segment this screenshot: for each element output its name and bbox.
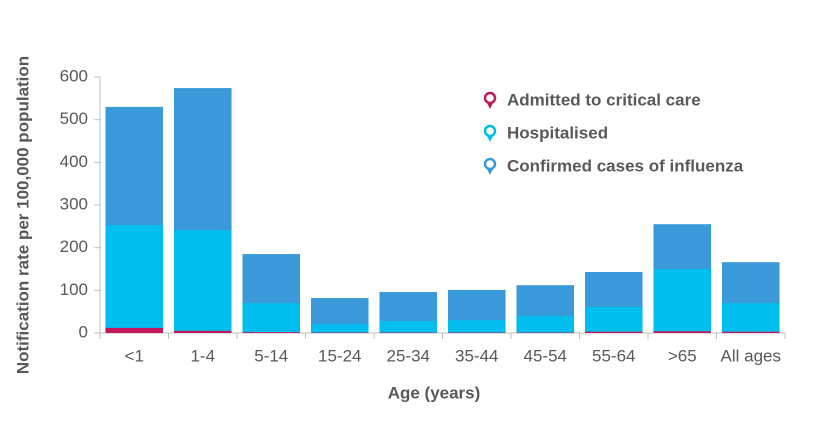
legend-marker [483,124,497,138]
bar [105,327,164,333]
bar [721,303,780,333]
x-tick-label: 35-44 [455,346,498,365]
y-tick-label: 200 [60,237,88,256]
x-tick-label: All ages [721,346,781,365]
bar [584,306,643,333]
legend-marker [483,91,497,105]
x-tick-label: 15-24 [318,346,361,365]
x-tick-label: 25-34 [387,346,430,365]
bar [310,324,369,333]
bar [447,320,506,333]
y-tick-label: 600 [60,66,88,85]
legend-label: Hospitalised [507,123,608,142]
y-tick-label: 0 [79,322,88,341]
bar [105,225,164,333]
legend-marker [483,157,497,171]
bar [173,230,232,333]
legend-label: Confirmed cases of influenza [507,156,744,175]
x-tick-label: >65 [668,346,697,365]
y-tick-label: 300 [60,194,88,213]
bar [653,331,712,333]
y-axis-title: Notification rate per 100,000 population [13,56,32,374]
x-tick-label: 5-14 [254,346,288,365]
bar [242,332,301,333]
x-tick-label: 55-64 [592,346,635,365]
bar [721,331,780,333]
legend-label: Admitted to critical care [507,90,701,109]
bar [516,315,575,333]
y-tick-label: 500 [60,109,88,128]
bar [242,303,301,333]
y-tick-label: 100 [60,280,88,299]
bar [379,321,438,333]
y-tick-label: 400 [60,152,88,171]
x-tick-label: 45-54 [524,346,567,365]
bar [173,330,232,333]
x-tick-label: <1 [125,346,144,365]
bar [584,331,643,333]
x-axis-title: Age (years) [388,383,481,402]
x-tick-label: 1-4 [190,346,215,365]
bar [653,269,712,333]
